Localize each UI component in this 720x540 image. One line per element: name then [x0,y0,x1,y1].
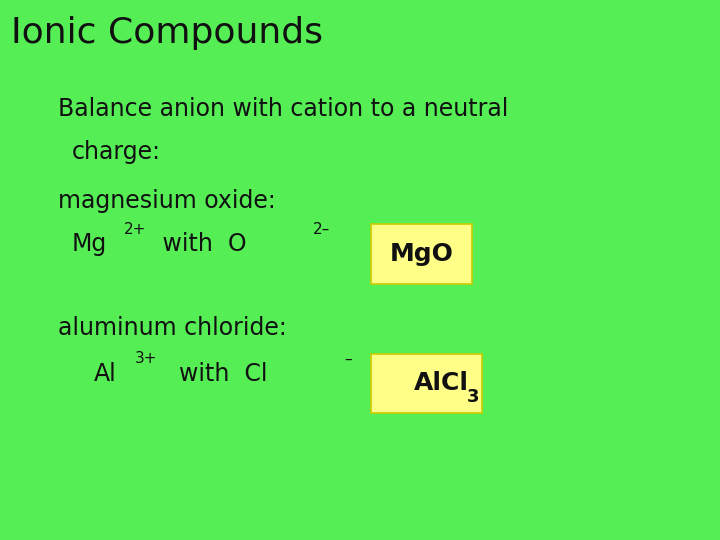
Text: Balance anion with cation to a neutral: Balance anion with cation to a neutral [58,97,508,121]
Text: with  Cl: with Cl [164,362,268,386]
Text: 3: 3 [467,388,480,406]
Text: Ionic Compounds: Ionic Compounds [11,16,323,50]
Text: magnesium oxide:: magnesium oxide: [58,189,275,213]
Text: AlCl: AlCl [413,372,469,395]
Text: Al: Al [94,362,117,386]
Text: with  O: with O [155,232,246,256]
Text: 3+: 3+ [135,352,157,367]
Text: charge:: charge: [72,140,161,164]
Text: Mg: Mg [72,232,107,256]
Text: aluminum chloride:: aluminum chloride: [58,316,287,340]
Text: 2+: 2+ [124,222,146,237]
Text: 2–: 2– [313,222,330,237]
FancyBboxPatch shape [371,354,482,413]
Text: MgO: MgO [390,242,453,266]
FancyBboxPatch shape [371,224,472,284]
Text: –: – [344,352,352,367]
